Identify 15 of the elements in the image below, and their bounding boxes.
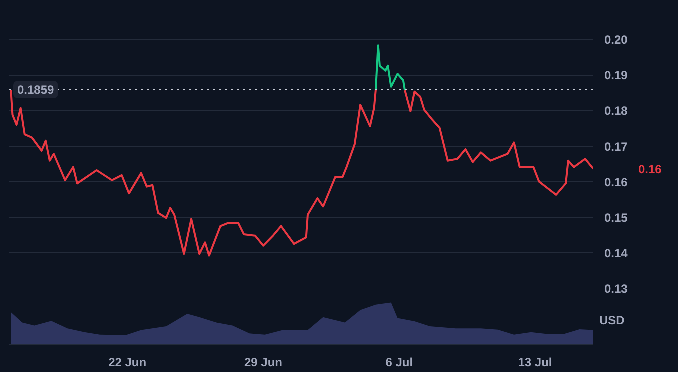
x-tick-label: 22 Jun <box>108 356 147 370</box>
y-tick-label: 0.19 <box>604 68 628 83</box>
ref-line-label: 0.1859 <box>18 83 55 98</box>
x-tick-label: 6 Jul <box>386 356 414 370</box>
y-tick-label: 0.17 <box>604 140 628 154</box>
y-tick-label: 0.15 <box>604 210 628 225</box>
y-tick-label: 0.18 <box>604 104 628 118</box>
x-tick-label: 13 Jul <box>518 356 552 370</box>
y-tick-label: 0.14 <box>604 246 628 260</box>
y-tick-label: 0.16 <box>604 175 628 190</box>
y-tick-label: 0.20 <box>604 33 628 48</box>
text: 0.16 <box>638 162 662 177</box>
y-tick-label: 0.13 <box>604 282 628 296</box>
x-tick-label: 29 Jun <box>244 356 282 370</box>
y-axis-title: USD <box>600 314 626 328</box>
